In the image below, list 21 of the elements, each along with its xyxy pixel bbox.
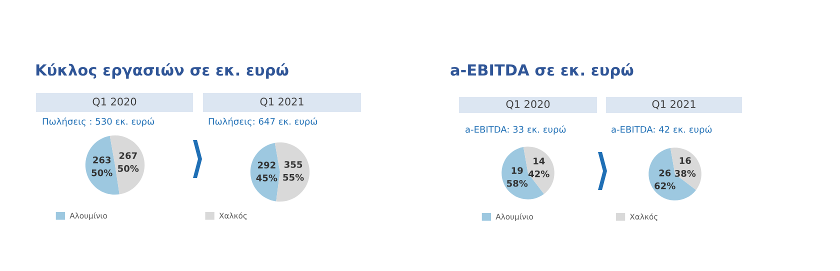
chart-subtitle: Πωλήσεις: 647 εκ. ευρώ xyxy=(208,117,318,127)
data-label: 267 50% xyxy=(118,152,139,172)
data-label: 16 38% xyxy=(674,157,696,177)
chart-title: Q1 2020 xyxy=(92,98,136,107)
data-label: 14 42% xyxy=(528,158,550,178)
pie-slice xyxy=(648,148,696,200)
pie-slice xyxy=(250,142,280,202)
chart-title: Q1 2021 xyxy=(260,98,304,107)
chart-title: Q1 2020 xyxy=(506,100,550,110)
data-label: 355 55% xyxy=(283,161,304,181)
data-label: 19 58% xyxy=(507,167,528,187)
chart-subtitle: a-EBITDA: 42 εκ. ευρώ xyxy=(612,125,712,135)
text: Κύκλος εργασιών σε εκ. ευρώ xyxy=(36,63,288,79)
chart-subtitle: a-EBITDA: 33 εκ. ευρώ xyxy=(466,125,566,135)
chart-title: Q1 2021 xyxy=(652,100,696,110)
chart-subtitle: Πωλήσεις : 530 εκ. ευρώ xyxy=(42,117,154,127)
data-label: 292 45% xyxy=(256,162,278,182)
data-label: 263 50% xyxy=(92,156,112,176)
text: a-EBITDA σε εκ. ευρώ xyxy=(450,63,634,79)
pie-slice xyxy=(85,136,120,195)
data-label: 26 62% xyxy=(654,170,676,190)
